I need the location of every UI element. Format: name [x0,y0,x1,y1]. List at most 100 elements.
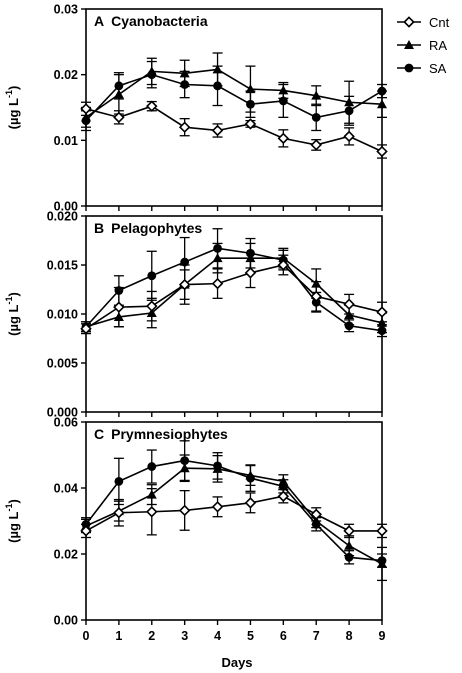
y-tick-label: 0.020 [47,210,78,224]
series-cnt [80,254,388,335]
data-point [344,552,354,562]
data-point [114,81,124,91]
x-tick-label: 5 [247,629,254,643]
series-line [85,247,383,332]
data-point [310,290,322,303]
series-line [85,467,383,565]
legend: Cnt RA SA [397,15,450,76]
panel-name: Prymnesiophytes [111,426,228,442]
y-tick-label: 0.06 [54,416,78,430]
panel-letter: B [94,220,104,236]
x-tick-label: 6 [280,629,287,643]
y-tick-label: 0.04 [54,482,78,496]
data-point [146,506,158,518]
data-point [376,306,388,318]
data-point [113,301,125,313]
data-point [244,267,257,279]
data-point [310,139,322,151]
y-tick-label: 0.010 [47,308,78,322]
panel-letter: A [94,13,104,29]
series-cnt [80,488,388,539]
data-point [180,80,190,89]
data-point [211,277,224,290]
plot-frame [85,215,383,413]
y-tick-label: 0.000 [47,406,78,420]
y-tick-label: 0.00 [54,200,78,214]
series-line [85,495,382,532]
data-point [377,326,387,336]
data-point [80,525,92,537]
legend-entry-sa: SA [397,61,447,76]
panel-c: 0.00 0.02 0.04 0.06 0 1 2 3 4 5 6 7 8 9 (µg L-1) C Prymn… [4,416,388,643]
legend-entry-cnt: Cnt [397,15,450,30]
data-point [180,257,190,267]
series-sa [81,228,387,338]
y-tick-label: 0.015 [47,259,78,273]
y-tick-label: 0.01 [54,134,78,148]
data-point [278,481,288,491]
data-point [277,490,290,502]
data-point [80,322,92,335]
data-point [113,507,125,519]
y-axis-label-close: ) [6,292,21,296]
panel-a: 0.00 0.01 0.02 0.03 (µg L-1) A Cyanobacteria [4,3,388,214]
data-point [147,70,157,80]
x-tick-label: 2 [148,629,155,643]
data-point [311,90,322,100]
x-tick-label: 9 [379,629,386,643]
data-point [310,508,322,521]
data-point [343,130,355,143]
data-point [343,525,355,537]
series-line [85,459,383,562]
x-tick-label: 8 [346,629,353,643]
y-tick-label: 0.02 [54,548,78,562]
panel-b: 0.000 0.005 0.010 0.015 0.020 (µg L-1) B Pelago… [4,210,388,420]
y-axis-label-superscript: -1 [4,504,14,512]
series-line [85,264,383,330]
panel-title: B Pelagophytes [94,220,202,236]
plot-frame [85,421,383,621]
legend-marker [404,40,414,49]
x-tick-label: 0 [83,629,90,643]
data-point [377,99,387,109]
legend-entry-ra: RA [397,38,447,53]
data-point [376,145,388,158]
y-axis-label: (µg L-1) [4,86,21,130]
y-axis-label: (µg L-1) [4,292,21,336]
x-axis-label: Days [221,655,252,670]
data-point [211,501,224,513]
data-point [244,497,257,509]
data-point [246,99,255,109]
data-point [311,112,321,122]
series-sa [81,60,387,132]
panel-name: Pelagophytes [111,220,202,236]
plot-frame [85,8,383,207]
data-point [80,103,92,115]
y-axis-label-main: (µg L [6,511,21,542]
series-line [85,73,383,122]
data-point [376,525,388,537]
data-point [377,86,387,96]
data-point [178,278,191,291]
data-point [146,100,158,112]
data-point [246,248,255,258]
panel-title: C Prymnesiophytes [94,426,228,442]
series-cnt [80,100,388,159]
data-point [147,271,157,281]
data-point [178,121,191,133]
data-point [277,132,290,145]
data-point [180,456,190,466]
data-point [146,300,158,312]
legend-marker [403,16,415,28]
panel-name: Cyanobacteria [111,13,208,29]
series-sa [81,440,387,568]
series-ra [81,52,387,128]
data-point [343,298,355,310]
panel-letter: C [94,426,104,442]
data-point [213,243,222,253]
y-axis-label-superscript: -1 [4,90,14,98]
legend-label: RA [429,38,447,53]
y-axis-label: (µg L-1) [4,499,21,543]
x-tick-label: 7 [313,629,320,643]
data-point [114,477,124,486]
